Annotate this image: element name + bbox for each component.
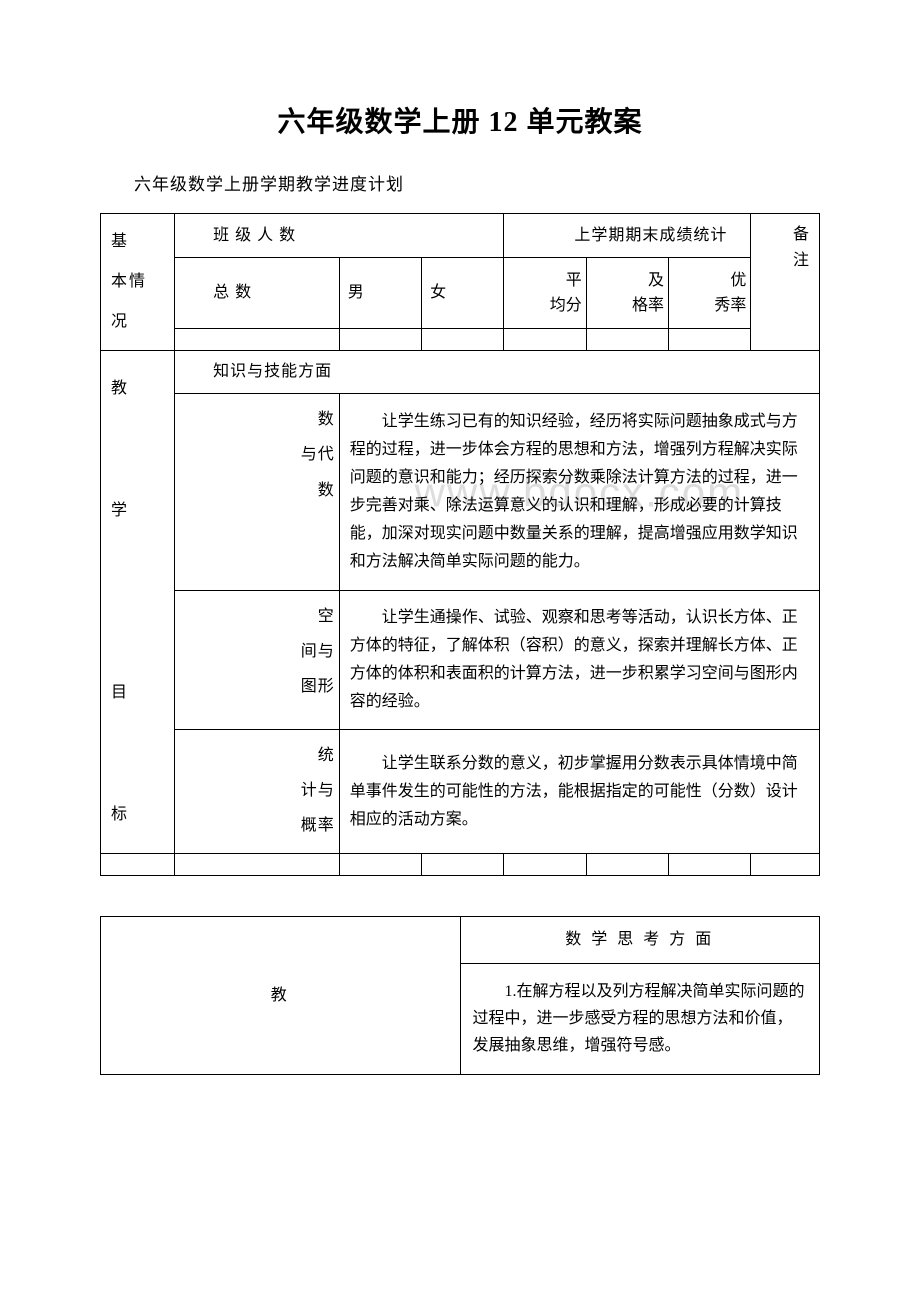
page-title: 六年级数学上册 12 单元教案 <box>100 100 820 140</box>
pass-rate-header: 及格率 <box>586 258 668 329</box>
space-shape-label: 空间与图形 <box>175 590 340 729</box>
secondary-table: 教 数 学 思 考 方 面 1.在解方程以及列方程解决简单实际问题的过程中，进一… <box>100 916 820 1074</box>
stats-prob-label: 统计与概率 <box>175 729 340 854</box>
stats-prob-content: 让学生联系分数的意义，初步掌握用分数表示具体情境中简单事件发生的可能性的方法，能… <box>339 729 819 854</box>
teaching-label: 教 <box>101 917 461 1074</box>
math-thinking-header: 数 学 思 考 方 面 <box>460 917 820 964</box>
table-row: 总 数 男 女 平均分 及格率 优秀率 <box>101 258 820 329</box>
main-table: 基本情况 班 级 人 数 上学期期末成绩统计 备注 总 数 男 女 平均分 及格… <box>100 213 820 876</box>
subtitle: 六年级数学上册学期教学进度计划 <box>100 170 820 195</box>
female-header: 女 <box>422 258 504 329</box>
excellent-value <box>669 329 751 351</box>
last-term-header: 上学期期末成绩统计 <box>504 214 751 258</box>
table-row: 统计与概率 让学生联系分数的意义，初步掌握用分数表示具体情境中简单事件发生的可能… <box>101 729 820 854</box>
male-header: 男 <box>339 258 421 329</box>
table-row: 基本情况 班 级 人 数 上学期期末成绩统计 备注 <box>101 214 820 258</box>
basic-info-label: 基本情况 <box>101 214 175 351</box>
female-value <box>422 329 504 351</box>
avg-header: 平均分 <box>504 258 586 329</box>
space-shape-content: 让学生通操作、试验、观察和思考等活动，认识长方体、正方体的特征，了解体积（容积）… <box>339 590 819 729</box>
avg-value <box>504 329 586 351</box>
math-algebra-content: 让学生练习已有的知识经验，经历将实际问题抽象成式与方程的过程，进一步体会方程的思… <box>339 394 819 590</box>
table-row: 教学目标 知识与技能方面 <box>101 351 820 394</box>
table-row: 教 数 学 思 考 方 面 <box>101 917 820 964</box>
male-value <box>339 329 421 351</box>
class-size-header: 班 级 人 数 <box>175 214 504 258</box>
table-row: 空间与图形 让学生通操作、试验、观察和思考等活动，认识长方体、正方体的特征，了解… <box>101 590 820 729</box>
note-label: 备注 <box>751 214 820 351</box>
pass-rate-value <box>586 329 668 351</box>
total-header: 总 数 <box>175 258 340 329</box>
table-row: 数与代数 让学生练习已有的知识经验，经历将实际问题抽象成式与方程的过程，进一步体… <box>101 394 820 590</box>
math-algebra-label: 数与代数 <box>175 394 340 590</box>
table-row <box>101 329 820 351</box>
math-thinking-content: 1.在解方程以及列方程解决简单实际问题的过程中，进一步感受方程的思想方法和价值，… <box>460 963 820 1074</box>
table-row <box>101 854 820 876</box>
knowledge-skill-header: 知识与技能方面 <box>175 351 820 394</box>
excellent-header: 优秀率 <box>669 258 751 329</box>
teaching-goal-label: 教学目标 <box>101 351 175 854</box>
total-value <box>175 329 340 351</box>
